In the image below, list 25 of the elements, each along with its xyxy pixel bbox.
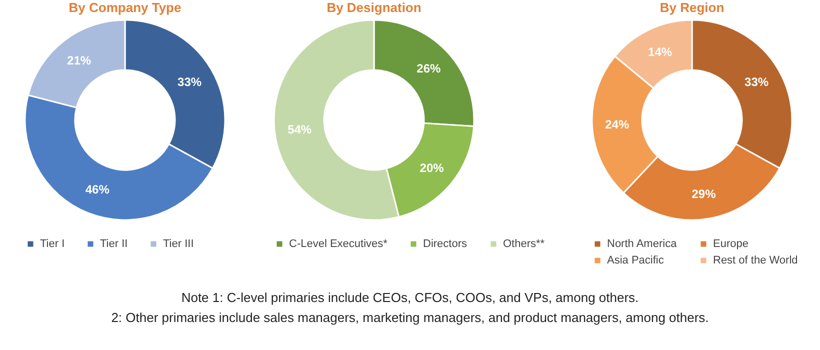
text: 2: Other primaries include sales managers, marketing managers, and product managers, among others. [110, 309, 710, 327]
chart-title: By Designation [327, 0, 422, 15]
legend-label: Tier II [100, 238, 128, 250]
legend-label: Others** [503, 238, 546, 250]
data-label: 33% [744, 74, 770, 89]
data-label: 54% [288, 122, 312, 136]
legend-label: North America [607, 238, 678, 250]
legend-label: C-Level Executives* [289, 238, 389, 250]
legend-label: Asia Pacific [607, 254, 664, 266]
legend-label: Tier I [40, 238, 64, 250]
data-label: 14% [648, 45, 673, 60]
data-label: 33% [177, 74, 202, 89]
data-label: 26% [417, 62, 442, 76]
legend-label: Directors [423, 238, 468, 250]
legend-label: Rest of the World [713, 254, 798, 266]
data-label: 20% [420, 160, 445, 175]
data-label: 46% [85, 182, 110, 197]
legend-label: Europe [713, 238, 749, 250]
data-label: 21% [66, 54, 92, 68]
chart-title: By Region [660, 0, 724, 15]
data-label: 24% [605, 118, 630, 132]
data-label: 29% [692, 187, 716, 202]
legend-label: Tier III [162, 238, 194, 250]
chart-title: By Company Type [68, 0, 182, 15]
text: Note 1: C-level primaries include CEOs, CFOs, COOs, and VPs, among others. [180, 289, 640, 307]
